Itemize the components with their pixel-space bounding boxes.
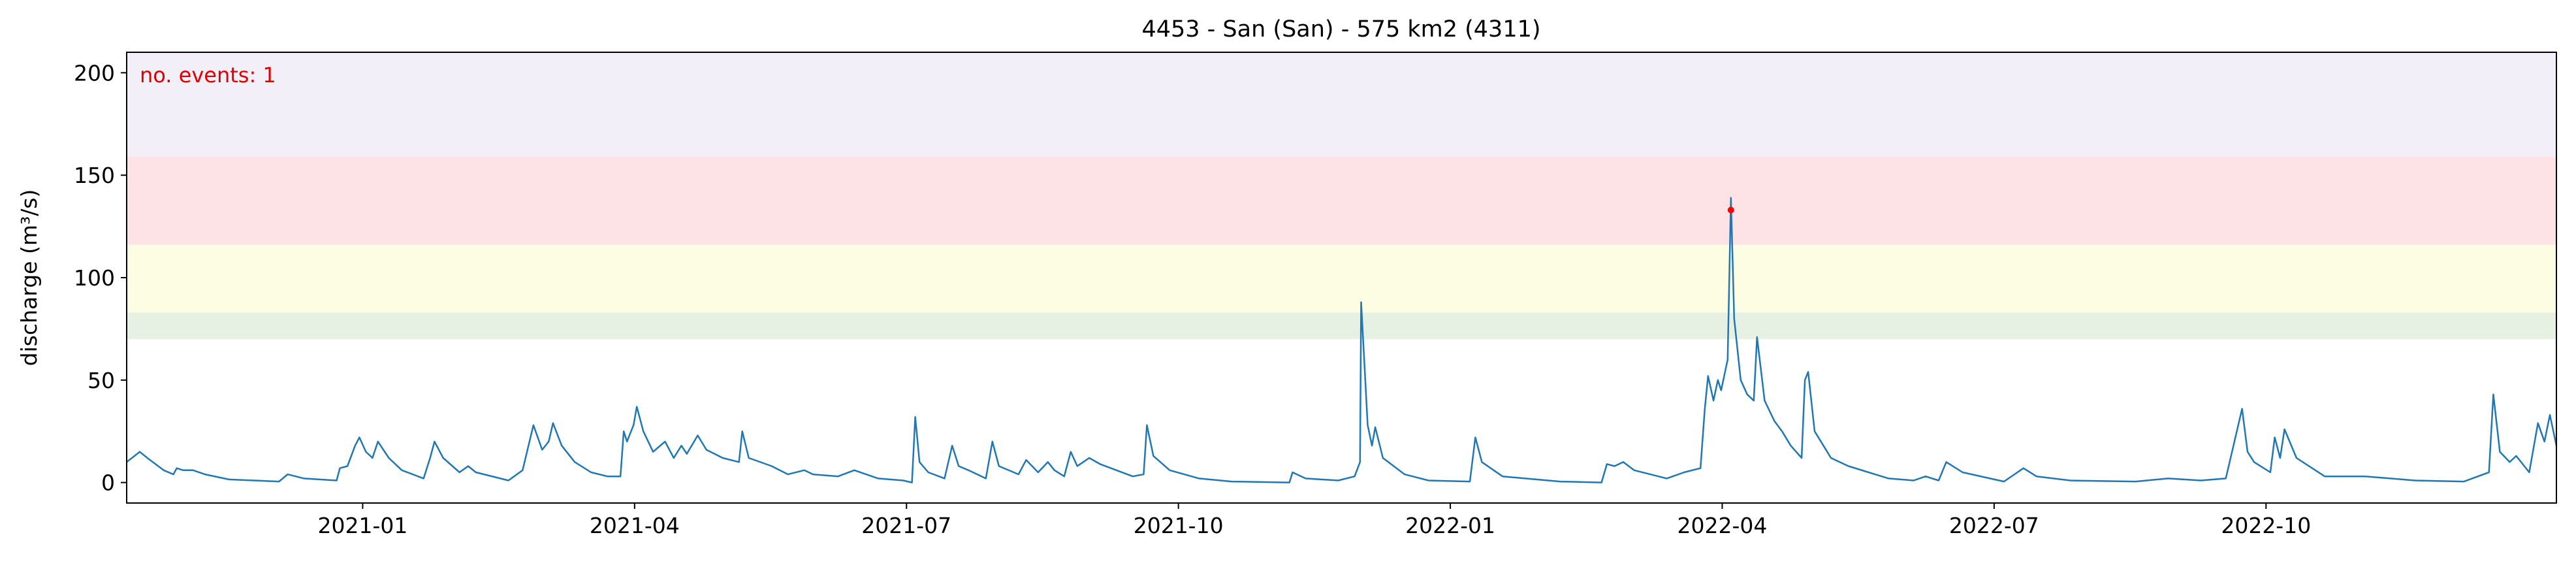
y-tick-label: 100 bbox=[74, 265, 115, 291]
chart-title: 4453 - San (San) - 575 km2 (4311) bbox=[1141, 16, 1540, 42]
x-tick-label: 2022-10 bbox=[2221, 513, 2311, 538]
plot-frame bbox=[126, 52, 2557, 504]
x-tick-label: 2021-10 bbox=[1134, 513, 1224, 538]
y-tick-label: 200 bbox=[74, 60, 115, 86]
threshold-band bbox=[127, 244, 2556, 313]
threshold-band bbox=[127, 52, 2556, 157]
threshold-band bbox=[127, 156, 2556, 245]
y-tick-label: 50 bbox=[87, 368, 115, 393]
x-tick-label: 2021-04 bbox=[590, 513, 680, 538]
line-series bbox=[126, 197, 2558, 483]
y-tick-label: 0 bbox=[101, 470, 115, 496]
x-tick-label: 2021-07 bbox=[861, 513, 951, 538]
y-axis-label: discharge (m³/s) bbox=[16, 189, 42, 366]
threshold-band bbox=[127, 312, 2556, 340]
x-tick-label: 2022-04 bbox=[1678, 513, 1768, 538]
x-tick-label: 2021-01 bbox=[317, 513, 407, 538]
x-tick-label: 2022-07 bbox=[1949, 513, 2039, 538]
y-tick-label: 150 bbox=[74, 163, 115, 188]
event-point bbox=[1727, 206, 1734, 214]
x-tick-label: 2022-01 bbox=[1405, 513, 1495, 538]
annotation: no. events: 1 bbox=[140, 63, 276, 88]
